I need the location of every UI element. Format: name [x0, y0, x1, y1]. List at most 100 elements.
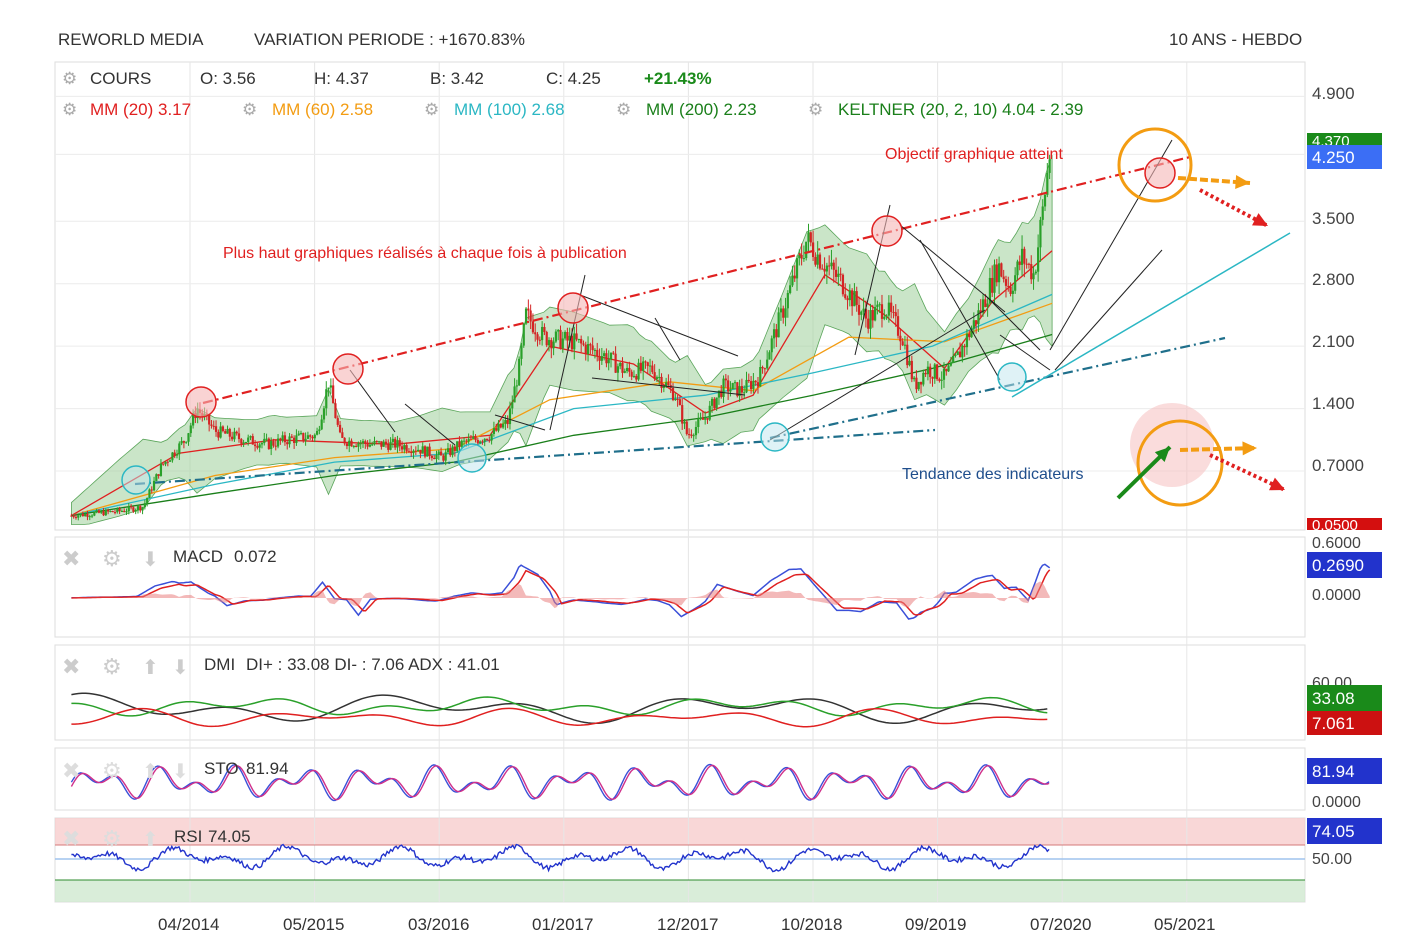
candle-body [591, 345, 594, 351]
candle-body [811, 242, 815, 258]
candle-body [853, 291, 856, 307]
candle-body [727, 380, 730, 392]
candle-body [963, 345, 966, 348]
candle-body [414, 450, 417, 452]
candle-body [908, 360, 911, 366]
macd-tag [1307, 552, 1382, 578]
candle-body [660, 376, 663, 388]
candle-body [111, 511, 114, 513]
candle-body [100, 511, 103, 513]
candle-body [389, 441, 392, 450]
candle-body [338, 424, 342, 433]
candle-body [899, 335, 902, 342]
arrow-down-icon[interactable]: ⬇ [142, 549, 159, 571]
candle-body [81, 513, 84, 517]
candle-body [561, 338, 564, 349]
candle-body [357, 443, 360, 447]
candle-body [798, 254, 801, 259]
arrow-down-icon[interactable]: ⬇ [172, 657, 189, 679]
x-axis: 04/2014 05/2015 03/2016 01/2017 12/2017 … [158, 915, 1215, 934]
candle-body [766, 359, 769, 369]
candle-body [795, 258, 799, 279]
arrow-up-icon[interactable]: ⬆ [142, 761, 159, 783]
candle-body [460, 440, 463, 447]
candle-body [361, 441, 365, 444]
sto-y-tick: 0.0000 [1312, 794, 1361, 811]
candle-body [191, 413, 195, 426]
candle-body [710, 398, 714, 406]
legend-row-1: ⚙ COURS O: 3.56 H: 4.37 B: 3.42 C: 4.25 … [62, 69, 712, 88]
close-icon[interactable]: ✖ [62, 546, 80, 571]
candle-body [603, 353, 606, 357]
candle-body [329, 385, 332, 388]
di-minus-line [71, 707, 1048, 728]
arrow-up-icon[interactable]: ⬆ [142, 657, 159, 679]
candle-body [141, 507, 144, 511]
candle-body [113, 512, 117, 514]
candle-body [70, 515, 73, 517]
candle-body [506, 420, 509, 425]
price-tag-text: 4.250 [1312, 148, 1355, 167]
macd-value: 0.072 [234, 547, 277, 566]
candle-body [738, 386, 741, 397]
candle-body [632, 375, 636, 377]
candle-body [991, 277, 994, 293]
candle-body [364, 441, 367, 444]
macd-signal-line [71, 569, 1051, 616]
sto-k-line [70, 763, 1050, 802]
high-marker-circle [1144, 157, 1176, 189]
candle-body [903, 344, 907, 346]
gear-icon[interactable]: ⚙ [616, 100, 631, 119]
candle-body [860, 311, 863, 315]
gear-icon[interactable]: ⚙ [102, 758, 122, 783]
candle-body [318, 429, 321, 431]
arrow-up-icon[interactable]: ⬆ [142, 829, 159, 851]
dmi-minus-tag [1307, 711, 1382, 735]
pattern-line [654, 317, 681, 361]
candle-body [935, 364, 939, 380]
candle-body [249, 436, 252, 438]
close-icon[interactable]: ✖ [62, 826, 80, 851]
candle-body [217, 431, 220, 438]
candle-body [692, 435, 695, 437]
candle-body [260, 443, 264, 445]
candle-body [568, 335, 571, 341]
candle-body [701, 418, 704, 420]
close-icon[interactable]: ✖ [62, 758, 80, 783]
candle-body [786, 293, 789, 309]
pattern-line [769, 309, 986, 441]
gear-icon[interactable]: ⚙ [242, 100, 257, 119]
candle-body [662, 386, 665, 388]
arrow-right-orange-head [1242, 441, 1257, 456]
candle-body [880, 304, 884, 319]
arrow-down-red-head [1252, 213, 1268, 226]
candle-body [878, 304, 881, 306]
candle-body [584, 344, 587, 355]
candle-body [410, 451, 413, 454]
gear-icon[interactable]: ⚙ [102, 826, 122, 851]
candle-body [550, 340, 553, 349]
grid [55, 62, 1305, 902]
gear-icon[interactable]: ⚙ [102, 654, 122, 679]
gear-icon[interactable]: ⚙ [62, 100, 77, 119]
gear-icon[interactable]: ⚙ [808, 100, 823, 119]
gear-icon[interactable]: ⚙ [62, 69, 77, 88]
candle-body [513, 386, 516, 403]
gear-icon[interactable]: ⚙ [424, 100, 439, 119]
pattern-line [494, 414, 546, 431]
candle-body [430, 455, 434, 458]
candle-body [1048, 159, 1051, 173]
candle-body [286, 442, 289, 445]
y-tick: 1.400 [1312, 394, 1355, 413]
candle-body [444, 452, 447, 461]
gear-icon[interactable]: ⚙ [102, 546, 122, 571]
candle-body [793, 275, 796, 279]
candle-body [729, 389, 732, 392]
candle-body [954, 354, 957, 356]
close-icon[interactable]: ✖ [62, 654, 80, 679]
low-marker-circle [997, 362, 1027, 392]
candle-body [421, 446, 424, 454]
candle-body [446, 448, 450, 453]
arrow-down-icon[interactable]: ⬇ [172, 761, 189, 783]
candle-body [295, 435, 298, 444]
